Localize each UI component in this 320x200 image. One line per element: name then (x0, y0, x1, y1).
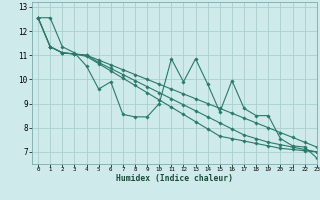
X-axis label: Humidex (Indice chaleur): Humidex (Indice chaleur) (116, 174, 233, 183)
